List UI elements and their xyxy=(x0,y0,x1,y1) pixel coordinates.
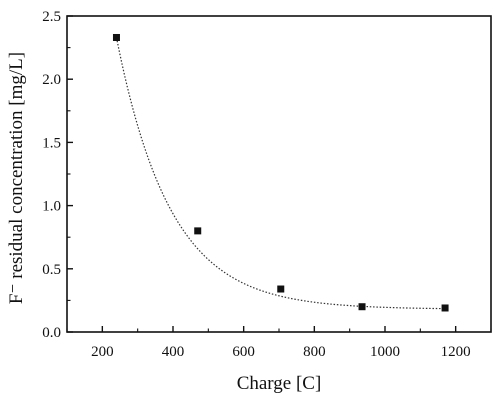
fit-curve xyxy=(115,37,446,310)
data-points-group xyxy=(112,33,449,312)
fit-curve-group xyxy=(115,37,446,310)
x-tick-label: 400 xyxy=(162,344,185,360)
x-axis-title: Charge [C] xyxy=(237,373,322,394)
data-point-marker xyxy=(194,227,202,235)
x-tick-label: 800 xyxy=(303,344,326,360)
y-tick-label: 1.5 xyxy=(42,135,61,151)
data-point-marker xyxy=(112,33,120,41)
y-tick-label: 2.5 xyxy=(42,9,61,25)
ticks-group: 200 400 600 800 1000 1200 0.0 0.5 1.0 1.5 2.0 2.5 xyxy=(42,9,492,360)
plot-border xyxy=(66,15,492,333)
x-tick-label: 600 xyxy=(232,344,255,360)
x-tick-label: 1200 xyxy=(441,344,471,360)
data-point-marker xyxy=(277,285,285,293)
x-tick-label: 200 xyxy=(91,344,114,360)
x-tick-label: 1000 xyxy=(370,344,400,360)
data-point-marker xyxy=(441,304,449,312)
y-tick-label: 1.0 xyxy=(42,199,61,215)
data-point-marker xyxy=(358,303,366,311)
y-tick-label: 0.5 xyxy=(42,262,61,278)
y-tick-label: 2.0 xyxy=(42,72,61,88)
plot-frame xyxy=(66,15,492,333)
y-axis-title: F⁻ residual concentration [mg/L] xyxy=(6,52,27,304)
y-tick-label: 0.0 xyxy=(42,325,61,341)
